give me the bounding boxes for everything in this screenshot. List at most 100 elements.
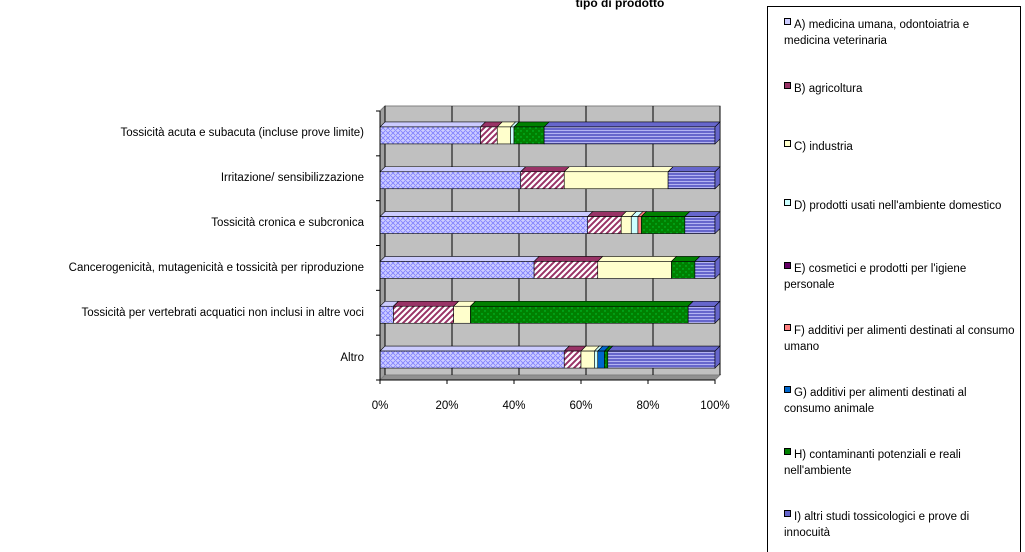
bar-segment: [379, 305, 394, 324]
category-label: Cancerogenicità, mutagenicità e tossicit…: [68, 261, 364, 274]
bar-segment: [687, 305, 716, 324]
bar-segment: [563, 171, 669, 190]
category-label: Altro: [340, 351, 364, 364]
chart-title: tipo di prodotto: [575, 0, 665, 10]
bar-segment-top: [379, 256, 540, 262]
legend-swatch: [784, 262, 791, 269]
bar-segment: [607, 350, 716, 369]
bar-segment: [496, 126, 511, 145]
legend-swatch: [784, 386, 791, 393]
bar-segment: [379, 350, 565, 369]
bar-segment-top: [469, 300, 694, 307]
bar-segment: [520, 171, 565, 190]
x-tick-label: 40%: [502, 400, 526, 412]
category-label: Tossicità cronica e subcronica: [211, 217, 364, 230]
plot-background: [379, 105, 721, 382]
x-tick-label: 60%: [569, 400, 593, 412]
legend-label: G) additivi per alimenti destinati al co…: [784, 387, 967, 415]
legend-label: H) contaminanti potenziali e reali nell'…: [784, 449, 961, 477]
bar-segment: [637, 216, 642, 234]
legend-label: E) cosmetici e prodotti per l'igiene per…: [784, 263, 967, 291]
legend-entry: I) altri studi tossicologici e prove di …: [784, 509, 1016, 541]
bar-segment: [513, 126, 545, 145]
plot-floor: [378, 374, 722, 381]
bar-segment: [510, 126, 515, 145]
legend-swatch: [784, 448, 791, 455]
bar-segment: [379, 126, 481, 145]
category-label: Tossicità per vertebrati acquatici non i…: [81, 306, 364, 319]
bar-segment: [694, 261, 716, 279]
legend-swatch: [784, 324, 791, 331]
legend-label: D) prodotti usati nell'ambiente domestic…: [794, 200, 1002, 212]
bar-segment: [597, 350, 605, 369]
bar-segment-top: [597, 256, 678, 262]
bar-segment-top: [586, 211, 627, 217]
legend-label: F) additivi per alimenti destinati al co…: [784, 325, 1015, 353]
bar-segment: [480, 126, 498, 145]
legend-label: C) industria: [794, 141, 853, 153]
bar-segment-top: [684, 211, 721, 217]
bar-segment: [470, 305, 689, 324]
legend-swatch: [784, 18, 791, 25]
bar-segment-top: [607, 345, 721, 352]
bar-segment: [379, 216, 588, 234]
bar-segment: [597, 261, 672, 279]
bar-segment: [620, 216, 632, 234]
bar-segment: [379, 261, 535, 279]
bar-segment: [393, 305, 454, 324]
bar-end-face: [714, 210, 721, 235]
bar-segment-top: [519, 166, 570, 173]
legend-entry: H) contaminanti potenziali e reali nell'…: [784, 447, 1016, 479]
x-tick-label: 100%: [700, 400, 730, 412]
bar-segment: [667, 171, 716, 190]
bar-segment-top: [379, 166, 527, 173]
bar-end-face: [714, 121, 721, 145]
bar-segment: [580, 350, 595, 369]
legend-entry: A) medicina umana, odontoiatria e medici…: [784, 17, 1016, 49]
bar-segment: [543, 126, 716, 145]
bar-segment-top: [379, 211, 594, 217]
bar-segment-top: [687, 300, 721, 307]
bar-segment-top: [563, 166, 674, 173]
bar-segment: [379, 171, 521, 190]
bar-segment: [640, 216, 686, 234]
bar-end-face: [714, 300, 721, 324]
chart-plot: [376, 104, 722, 384]
legend-label: A) medicina umana, odontoiatria e medici…: [784, 19, 970, 47]
x-tick-label: 80%: [636, 400, 660, 412]
bar-segment-top: [667, 166, 721, 173]
legend-label: B) agricoltura: [794, 83, 863, 95]
legend-entry: B) agricoltura: [784, 81, 1016, 97]
legend-entry: C) industria: [784, 139, 1016, 155]
legend-entry: G) additivi per alimenti destinati al co…: [784, 385, 1016, 417]
category-label: Tossicità acuta e subacuta (incluse prov…: [120, 127, 364, 140]
bar-segment-top: [640, 211, 691, 217]
bar-segment-top: [392, 300, 460, 307]
bar-segment: [684, 216, 716, 234]
legend-entry: E) cosmetici e prodotti per l'igiene per…: [784, 261, 1016, 293]
bar-segment-top: [513, 121, 550, 128]
x-tick-label: 0%: [371, 400, 389, 412]
bar-segment: [630, 216, 639, 234]
bar-segment: [587, 216, 622, 234]
bar-segment-top: [533, 256, 604, 262]
legend-label: I) altri studi tossicologici e prove di …: [784, 511, 970, 539]
x-tick-label: 20%: [435, 400, 459, 412]
category-label: Irritazione/ sensibilizzazione: [220, 172, 364, 185]
legend-swatch: [784, 82, 791, 89]
bar-end-face: [714, 166, 721, 190]
bar-segment: [594, 350, 599, 369]
bar-segment-top: [543, 121, 721, 128]
bar-end-face: [714, 255, 721, 280]
bar-segment: [533, 261, 599, 279]
plot-side-wall: [379, 104, 386, 382]
legend-swatch: [784, 140, 791, 147]
legend-swatch: [784, 510, 791, 517]
chart-legend: A) medicina umana, odontoiatria e medici…: [767, 6, 1021, 552]
bar-segment: [671, 261, 696, 279]
bar-segment: [604, 350, 609, 369]
bar-segment: [563, 350, 582, 369]
bar-segment-top: [379, 345, 570, 352]
bar-end-face: [714, 345, 721, 369]
